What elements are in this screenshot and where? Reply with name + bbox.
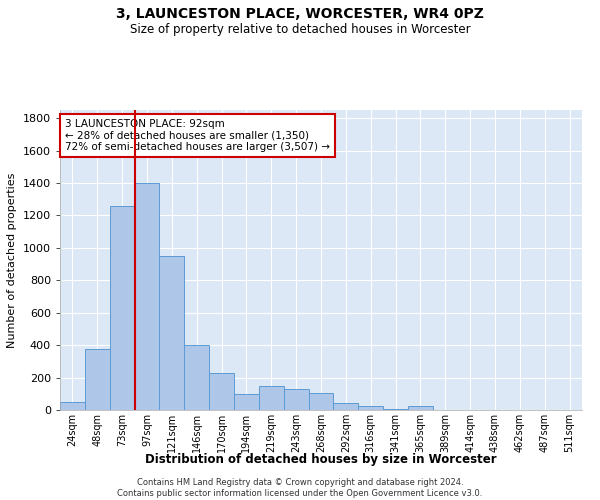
Text: 3 LAUNCESTON PLACE: 92sqm
← 28% of detached houses are smaller (1,350)
72% of se: 3 LAUNCESTON PLACE: 92sqm ← 28% of detac… xyxy=(65,119,330,152)
Text: Size of property relative to detached houses in Worcester: Size of property relative to detached ho… xyxy=(130,22,470,36)
Bar xyxy=(134,183,160,410)
Bar xyxy=(160,256,184,410)
Bar xyxy=(408,406,433,410)
Bar xyxy=(358,406,383,410)
Bar xyxy=(184,345,209,410)
Bar xyxy=(60,402,85,410)
Bar xyxy=(209,372,234,410)
Bar xyxy=(259,386,284,410)
Y-axis label: Number of detached properties: Number of detached properties xyxy=(7,172,17,348)
Bar xyxy=(85,349,110,410)
Bar xyxy=(110,206,134,410)
Bar xyxy=(383,409,408,410)
Bar xyxy=(308,393,334,410)
Bar xyxy=(334,402,358,410)
Text: Contains HM Land Registry data © Crown copyright and database right 2024.
Contai: Contains HM Land Registry data © Crown c… xyxy=(118,478,482,498)
Text: 3, LAUNCESTON PLACE, WORCESTER, WR4 0PZ: 3, LAUNCESTON PLACE, WORCESTER, WR4 0PZ xyxy=(116,8,484,22)
Text: Distribution of detached houses by size in Worcester: Distribution of detached houses by size … xyxy=(145,452,497,466)
Bar xyxy=(284,389,308,410)
Bar xyxy=(234,394,259,410)
